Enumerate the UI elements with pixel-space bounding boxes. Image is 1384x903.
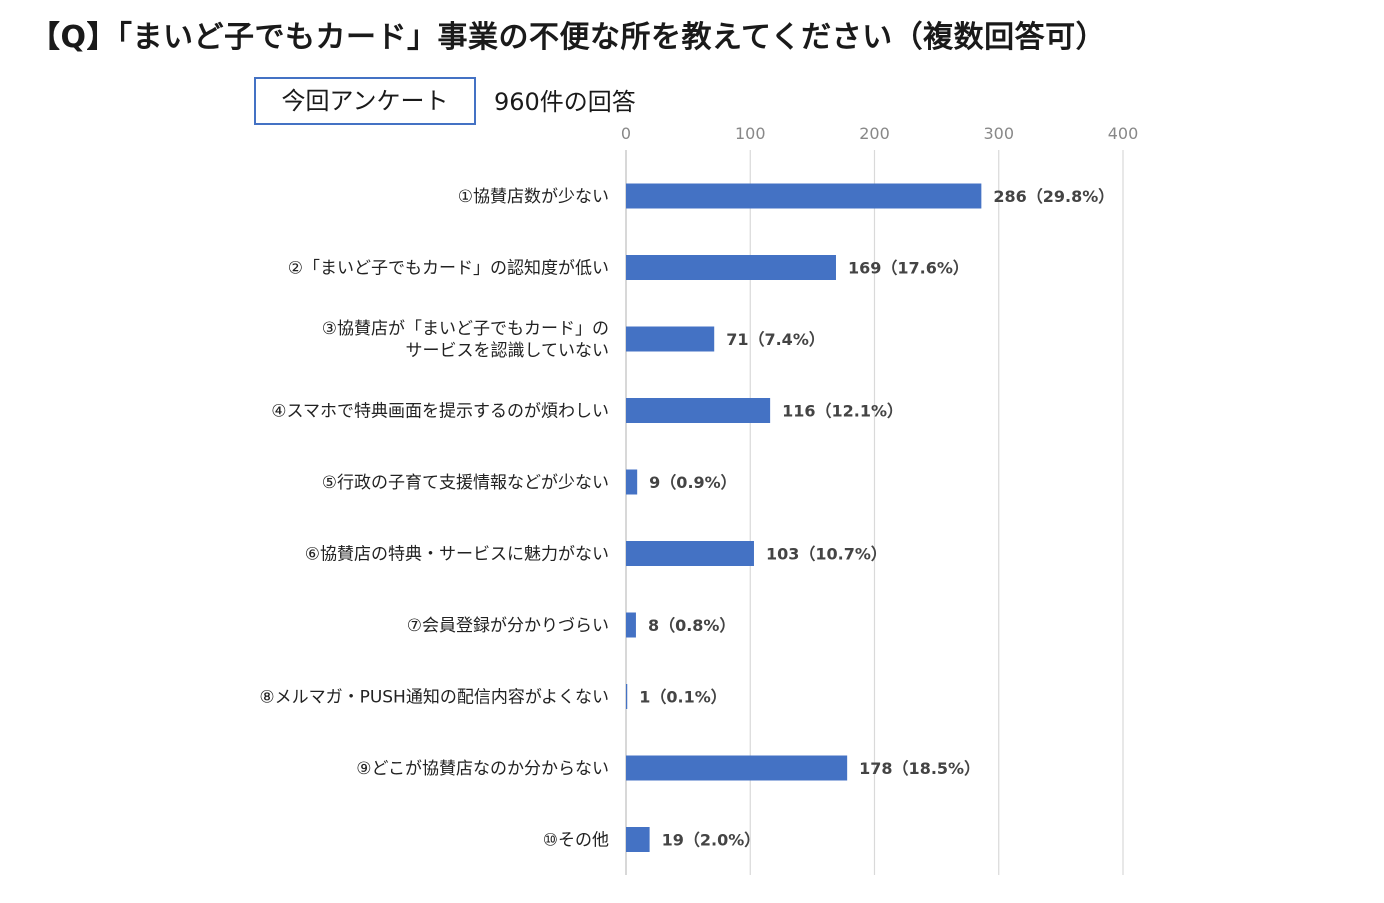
bar-5 [626, 469, 638, 495]
response-count: 960件の回答 [494, 88, 636, 116]
chart-title: 【Q】「まいど子でもカード」事業の不便な所を教えてください（複数回答可） [30, 20, 1107, 55]
value-labels: 286（29.8%） 169（17.6%） 71（7.4%） 116（12.1%） 9（… [639, 187, 1114, 850]
value-label-1: 286（29.8%） [993, 187, 1114, 206]
bar-8 [626, 684, 628, 709]
value-label-4: 116（12.1%） [782, 402, 903, 421]
category-label-4: ④スマホで特典画面を提示するのが煩わしい [271, 402, 609, 422]
tick-label-200: 200 [859, 124, 890, 143]
category-label-5: ⑤行政の子育て支援情報などが少ない [322, 473, 609, 493]
value-label-7: 8（0.8%） [648, 616, 736, 635]
bar-1 [626, 183, 982, 209]
survey-label-box: 今回アンケート [254, 77, 476, 125]
category-label-9: ⑨どこが協賛店なのか分からない [356, 759, 609, 779]
value-label-3: 71（7.4%） [726, 330, 825, 349]
bar-6 [626, 541, 754, 566]
value-label-6: 103（10.7%） [766, 545, 887, 564]
category-label-6: ⑥協賛店の特典・サービスに魅力がない [305, 545, 609, 565]
category-label-1: ①協賛店数が少ない [458, 187, 609, 207]
category-label-8: ⑧メルマガ・PUSH通知の配信内容がよくない [259, 688, 609, 708]
bar-3 [626, 326, 715, 352]
category-label-10: ⑩その他 [543, 831, 609, 851]
value-label-10: 19（2.0%） [662, 831, 761, 850]
value-label-5: 9（0.9%） [649, 473, 737, 492]
bar-4 [626, 398, 771, 423]
bar-10 [626, 827, 650, 852]
bar-7 [626, 612, 636, 638]
value-label-8: 1（0.1%） [639, 688, 727, 707]
tick-label-300: 300 [983, 124, 1014, 143]
tick-label-0: 0 [621, 124, 631, 143]
category-label-7: ⑦会員登録が分かりづらい [407, 616, 609, 636]
tick-label-400: 400 [1108, 124, 1139, 143]
tick-label-100: 100 [735, 124, 766, 143]
category-label-3: ③協賛店が「まいど子でもカード」のサービスを認識していない [322, 319, 609, 361]
x-axis-ticks: 0 100 200 300 400 [621, 124, 1138, 143]
bars [626, 183, 982, 852]
category-labels: ①協賛店数が少ない ②「まいど子でもカード」の認知度が低い ③協賛店が「まいど子でも… [259, 187, 609, 851]
value-label-2: 169（17.6%） [848, 259, 969, 278]
bar-2 [626, 255, 836, 280]
value-label-9: 178（18.5%） [859, 759, 980, 778]
bar-9 [626, 755, 848, 781]
category-label-2: ②「まいど子でもカード」の認知度が低い [288, 259, 609, 279]
